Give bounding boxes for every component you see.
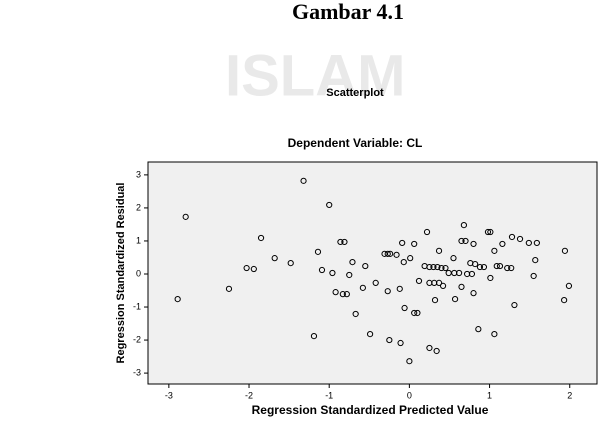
x-tick-label: 1: [487, 390, 492, 400]
x-tick-label: -1: [325, 390, 333, 400]
x-tick-label: -2: [245, 390, 253, 400]
y-tick-label: 3: [136, 169, 141, 179]
chart: Gambar 4.1 ISLAM Scatterplot Dependent V…: [0, 0, 598, 426]
y-axis-label: Regression Standardized Residual: [115, 183, 127, 364]
x-tick-label: 2: [567, 390, 572, 400]
chart-subtitle: Dependent Variable: CL: [288, 136, 423, 150]
chart-title: Scatterplot: [326, 87, 384, 99]
y-tick-label: 1: [136, 235, 141, 245]
plot-area: [148, 162, 597, 384]
page: {"header": "Gambar 4.1", "watermark": "I…: [0, 0, 598, 426]
y-tick-label: 2: [136, 202, 141, 212]
x-tick-label: -3: [165, 390, 173, 400]
x-tick-label: 0: [407, 390, 412, 400]
page-header: Gambar 4.1: [292, 0, 404, 24]
y-tick-label: -2: [133, 334, 141, 344]
x-axis-label: Regression Standardized Predicted Value: [252, 403, 489, 417]
y-tick-label: -3: [133, 367, 141, 377]
y-tick-label: 0: [136, 268, 141, 278]
y-tick-label: -1: [133, 301, 141, 311]
